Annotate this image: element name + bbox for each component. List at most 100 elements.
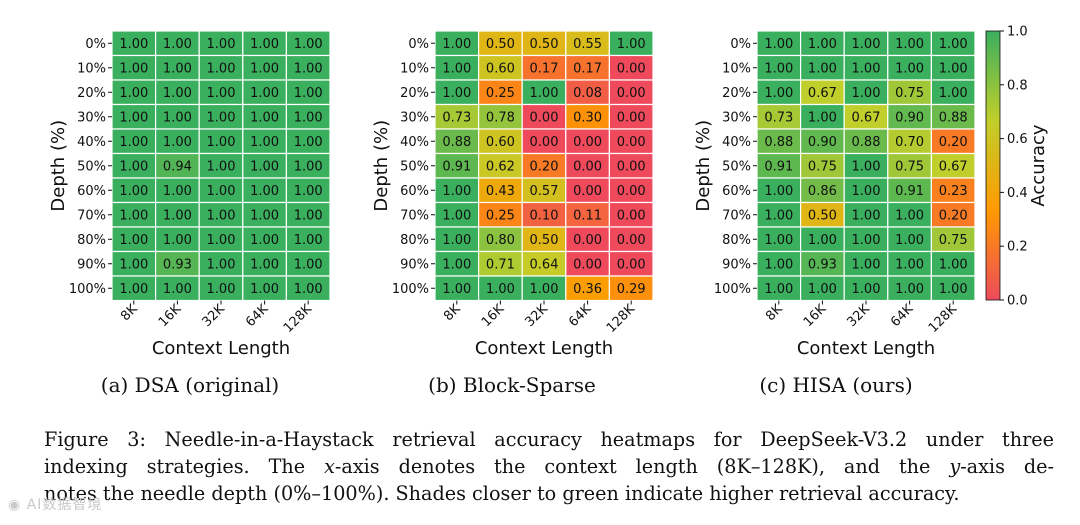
heatmap-cell	[843, 54, 889, 81]
x-tick-label: 64K	[888, 301, 917, 330]
cell-value-label: 1.00	[764, 208, 793, 223]
x-tick-label: 32K	[199, 301, 228, 330]
cell-value-label: 1.00	[119, 257, 148, 272]
heatmap-cell	[930, 103, 976, 130]
heatmap-cell	[930, 152, 976, 179]
heatmap-cell	[608, 275, 654, 302]
panel-caption-b: (b) Block-Sparse	[428, 373, 596, 397]
y-tick-label: 80%	[400, 233, 429, 248]
x-tick-label: 8K	[441, 301, 464, 324]
cell-value-label: 0.00	[617, 257, 646, 272]
panel-caption-a: (a) DSA (original)	[100, 373, 280, 397]
x-axis-label: Context Length	[152, 338, 290, 359]
cell-value-label: 1.00	[808, 37, 837, 52]
cell-value-label: 1.00	[207, 37, 236, 52]
y-tick-label: 80%	[77, 233, 106, 248]
y-axis-label: Depth (%)	[693, 120, 714, 212]
cell-value-label: 1.00	[250, 135, 279, 150]
heatmap-cell	[478, 275, 523, 302]
y-tick-label: 0%	[85, 37, 106, 52]
cell-value-label: 0.00	[617, 135, 646, 150]
y-tick-label: 50%	[400, 159, 429, 174]
cell-value-label: 0.67	[852, 110, 881, 125]
cell-value-label: 0.29	[617, 282, 646, 297]
caption-line-1: Figure 3: Needle-in-a-Haystack retrieval…	[44, 428, 1054, 451]
y-tick-label: 80%	[722, 233, 751, 248]
cell-value-label: 1.00	[939, 86, 968, 101]
cell-value-label: 1.00	[163, 86, 192, 101]
x-tick-label: 32K	[522, 301, 551, 330]
cell-value-label: 0.00	[573, 233, 602, 248]
cell-value-label: 1.00	[764, 184, 793, 199]
heatmap-cell	[285, 30, 331, 57]
heatmap-cell	[887, 54, 932, 81]
cell-value-label: 0.78	[486, 110, 515, 125]
figure-caption: Figure 3: Needle-in-a-Haystack retrieval…	[44, 426, 1054, 507]
cell-value-label: 0.50	[530, 37, 559, 52]
y-tick-label: 70%	[77, 208, 106, 223]
heatmap-cell	[756, 128, 802, 155]
heatmap-cell	[285, 226, 331, 253]
cell-value-label: 1.00	[250, 257, 279, 272]
heatmap-cell	[198, 201, 244, 228]
cell-value-label: 1.00	[250, 61, 279, 76]
y-tick-label: 20%	[722, 86, 751, 101]
y-tick-label: 60%	[77, 184, 106, 199]
cell-value-label: 0.00	[617, 86, 646, 101]
heatmap-cell	[799, 275, 845, 302]
cell-value-label: 1.00	[163, 37, 192, 52]
cell-value-label: 1.00	[895, 282, 924, 297]
cell-value-label: 1.00	[764, 282, 793, 297]
x-tick-label: 128K	[604, 301, 639, 336]
y-tick-label: 40%	[400, 135, 429, 150]
heatmap-cell	[434, 54, 480, 81]
cell-value-label: 1.00	[939, 282, 968, 297]
cell-value-label: 1.00	[895, 257, 924, 272]
heatmap-cell	[930, 30, 976, 57]
cell-value-label: 0.57	[530, 184, 559, 199]
colorbar-tick-label: 0.0	[1007, 294, 1028, 309]
cell-value-label: 0.75	[895, 159, 924, 174]
cell-value-label: 1.00	[852, 37, 881, 52]
heatmap-cell	[799, 103, 845, 130]
cell-value-label: 1.00	[250, 282, 279, 297]
cell-value-label: 0.00	[573, 159, 602, 174]
heatmap-cell	[930, 201, 976, 228]
cell-value-label: 1.00	[119, 86, 148, 101]
cell-value-label: 1.00	[294, 110, 323, 125]
cell-value-label: 1.00	[895, 61, 924, 76]
cell-value-label: 0.23	[939, 184, 968, 199]
x-axis-label: Context Length	[797, 338, 935, 359]
heatmap-cell	[843, 201, 889, 228]
colorbar-tick-label: 1.0	[1007, 25, 1028, 40]
heatmap-cell	[521, 79, 567, 106]
cell-value-label: 0.62	[486, 159, 515, 174]
cell-value-label: 0.86	[808, 184, 837, 199]
y-tick-label: 0%	[408, 37, 429, 52]
heatmap-cell	[285, 177, 331, 204]
x-tick-label: 128K	[281, 301, 316, 336]
cell-value-label: 1.00	[207, 257, 236, 272]
cell-value-label: 1.00	[207, 110, 236, 125]
cell-value-label: 1.00	[764, 86, 793, 101]
cell-value-label: 1.00	[119, 37, 148, 52]
cell-value-label: 0.25	[486, 208, 515, 223]
x-tick-label: 32K	[844, 301, 873, 330]
heatmap-cell	[608, 226, 654, 253]
cell-value-label: 0.64	[530, 257, 559, 272]
cell-value-label: 1.00	[250, 37, 279, 52]
heatmap-cell	[521, 54, 567, 81]
heatmap-cell	[799, 79, 845, 106]
cell-value-label: 1.00	[207, 135, 236, 150]
cell-value-label: 1.00	[119, 135, 148, 150]
cell-value-label: 1.00	[119, 159, 148, 174]
cell-value-label: 1.00	[163, 184, 192, 199]
cell-value-label: 1.00	[207, 282, 236, 297]
heatmap-cell	[478, 226, 523, 253]
heatmap-cell	[242, 250, 288, 277]
heatmap-cell	[756, 54, 802, 81]
cell-value-label: 1.00	[808, 110, 837, 125]
cell-value-label: 0.55	[573, 37, 602, 52]
cell-value-label: 1.00	[163, 282, 192, 297]
heatmap-cell	[843, 177, 889, 204]
